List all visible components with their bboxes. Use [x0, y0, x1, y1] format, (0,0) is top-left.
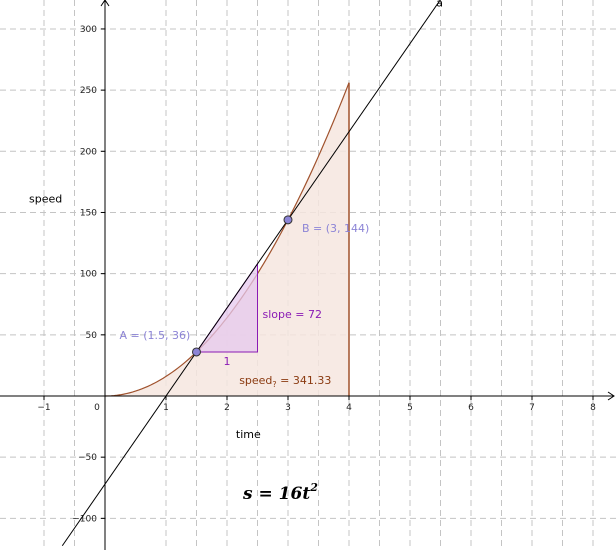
run-label: 1 [224, 355, 231, 368]
x-tick-label: 5 [407, 403, 413, 413]
formula-lhs: s [242, 484, 253, 504]
area-label-value: = 341.33 [277, 374, 332, 387]
x-axis-arrow-icon [607, 391, 615, 401]
y-axis-label: speed [29, 193, 62, 206]
line-a-label: a [436, 0, 443, 9]
point-a[interactable] [192, 347, 201, 357]
y-tick-label: 100 [80, 270, 97, 280]
x-tick-label: 2 [224, 403, 230, 413]
y-tick-label: 200 [80, 147, 97, 157]
y-tick-label: 300 [80, 25, 97, 35]
area-label-name: speed [239, 374, 272, 387]
tick-labels: −1 0 1 2 3 4 5 6 7 8 −100 −50 50 100 150 200 250 300 [37, 25, 596, 524]
y-tick-label: 250 [80, 86, 97, 96]
x-tick-label: 3 [285, 403, 291, 413]
area-label-subscript: ? [272, 380, 276, 389]
y-tick-label: 150 [80, 208, 97, 218]
formula-rhs: 16t [279, 484, 311, 504]
point-b[interactable] [283, 215, 293, 225]
y-tick-label: 50 [86, 331, 98, 341]
x-tick-label: 8 [590, 403, 596, 413]
x-tick-label: 7 [529, 403, 535, 413]
x-tick-label: 4 [346, 403, 352, 413]
point-a-label: A = (1.5, 36) [120, 329, 191, 342]
y-tick-label: −50 [78, 453, 97, 463]
x-tick-label: 1 [163, 403, 169, 413]
formula: s = 16t2 [242, 481, 318, 504]
y-tick-label: −100 [72, 514, 97, 524]
x-tick-label: −1 [37, 403, 50, 413]
area-under-curve [105, 82, 349, 396]
x-tick-label: 6 [468, 403, 474, 413]
area-label: speed? = 341.33 [239, 374, 331, 389]
x-tick-label: 0 [94, 403, 100, 413]
y-axis-arrow-icon [100, 0, 110, 7]
point-b-label: B = (3, 144) [302, 222, 369, 235]
slope-label: slope = 72 [263, 308, 322, 321]
line-a[interactable] [61, 0, 446, 547]
formula-exponent: 2 [309, 481, 318, 494]
formula-equals: = [253, 484, 279, 504]
x-axis-label: time [236, 428, 261, 441]
